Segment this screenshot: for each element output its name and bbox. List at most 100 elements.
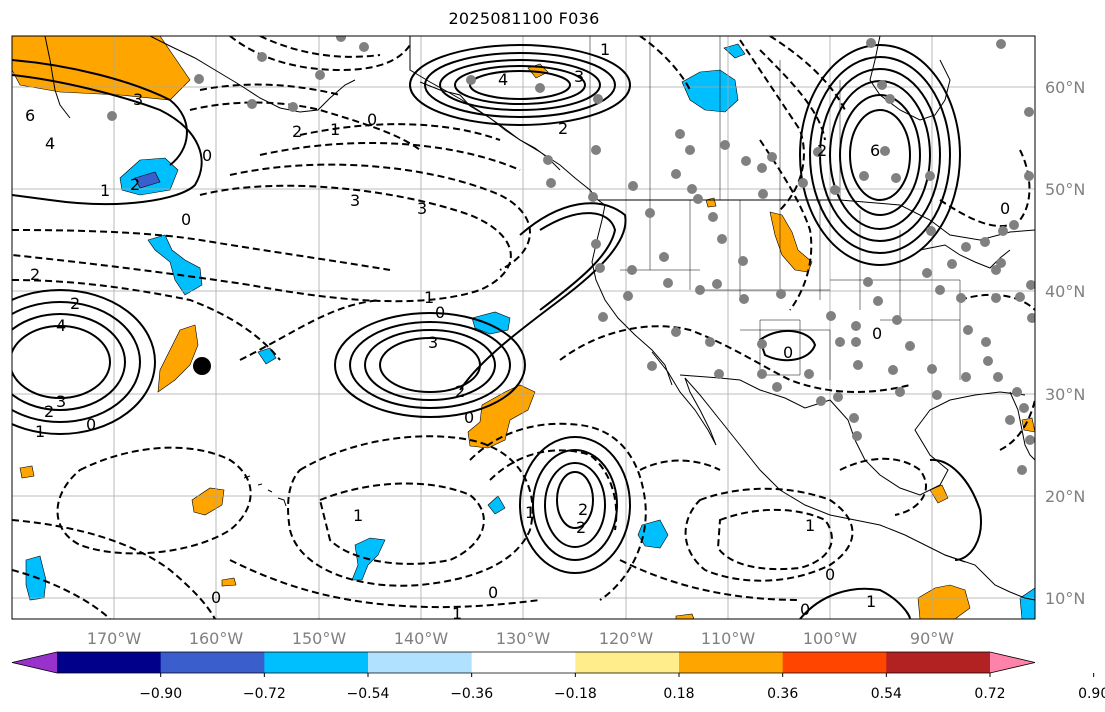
- contours-positive: [12, 44, 982, 619]
- purple-region-w1: [134, 171, 161, 189]
- contour-label: 0: [872, 324, 882, 343]
- lat-label: 60°N: [1045, 78, 1085, 97]
- contour-label: 2: [578, 500, 588, 519]
- colorbar-label: −0.90: [139, 686, 182, 702]
- contour-label: 4: [498, 70, 508, 89]
- blue-region-central: [471, 311, 511, 335]
- colorbar-label: −0.18: [554, 686, 597, 702]
- colorbar-segment: [57, 652, 162, 673]
- contour-label: 4: [45, 134, 55, 153]
- contours-negative: [12, 36, 1035, 619]
- contour-label: 1: [424, 288, 434, 307]
- blue-region-alaska: [681, 69, 739, 113]
- gulf-coast: [829, 391, 1026, 496]
- contour-label: 1: [805, 516, 815, 535]
- baja-coast: [651, 351, 717, 446]
- graticule: [12, 36, 1035, 619]
- map-title: 2025081100 F036: [448, 9, 600, 28]
- contour-label: 2: [44, 402, 54, 421]
- colorbar-label: 0.36: [767, 686, 798, 702]
- contour-label: 2: [576, 518, 586, 537]
- contour-label: 2: [70, 294, 80, 313]
- lat-label: 10°N: [1045, 589, 1085, 608]
- colorbar-segment: [782, 652, 887, 673]
- contour-label: 2: [130, 175, 140, 194]
- colorbar-segment: [575, 652, 680, 673]
- contour-label: 1: [100, 181, 110, 200]
- contour-label: 6: [25, 106, 35, 125]
- colorbar-segment: [886, 652, 991, 673]
- contour-label: 2: [292, 122, 302, 141]
- orange-region-small-mx: [705, 197, 717, 208]
- contour-label: 3: [417, 199, 427, 218]
- colorbar-extend-low: [12, 652, 57, 673]
- blue-region-w2: [147, 234, 203, 296]
- shaded-anomaly-regions: [12, 36, 1035, 619]
- colorbar-segment: [264, 652, 369, 673]
- lat-label: 40°N: [1045, 282, 1085, 301]
- contour-label: 1: [452, 604, 462, 623]
- blue-region-w4: [257, 347, 277, 365]
- contour-label: 0: [488, 583, 498, 602]
- lon-label: 110°W: [701, 629, 756, 648]
- map-frame: [11, 35, 1036, 620]
- canada-lines: [589, 36, 841, 200]
- map-panel: 6 4 1 0 2 3 4 3 2 1 0 2 3 1 0 3 2 2 0 4 …: [12, 36, 1035, 623]
- colorbar-segment: [679, 652, 784, 673]
- contour-label: 2: [817, 141, 827, 160]
- colorbar-extend-high: [990, 652, 1035, 673]
- storm-marker: [193, 357, 211, 375]
- central-america: [944, 554, 1035, 601]
- contour-label: 0: [211, 588, 221, 607]
- lon-label: 140°W: [394, 629, 449, 648]
- mexico-west-coast: [684, 377, 966, 563]
- contour-label: 3: [574, 67, 584, 86]
- orange-region-sw1: [19, 465, 35, 479]
- west-coast-us: [591, 204, 673, 386]
- orange-region-gulf: [917, 584, 971, 619]
- contour-label: 2: [30, 265, 40, 284]
- florida: [1009, 391, 1035, 461]
- colorbar-label: 0.90: [1078, 686, 1105, 702]
- colorbar-segment: [160, 652, 265, 673]
- lon-label: 100°W: [803, 629, 858, 648]
- contour-label: 1: [866, 592, 876, 611]
- contour-label: 1: [330, 120, 340, 139]
- contour-label: 3: [56, 392, 66, 411]
- contour-label: 1: [353, 506, 363, 525]
- colorbar: −0.90 −0.72 −0.54 −0.36 −0.18 0.18 0.36 0.54 0.7…: [11, 651, 1105, 702]
- orange-region-plains: [769, 211, 813, 273]
- contour-label: 3: [133, 90, 143, 109]
- contour-label: 0: [825, 565, 835, 584]
- colorbar-outline: [11, 651, 1036, 674]
- contour-label: 0: [181, 210, 191, 229]
- lon-label: 150°W: [292, 629, 347, 648]
- contour-label: 0: [86, 415, 96, 434]
- colorbar-segment: [471, 652, 576, 673]
- contour-label: 3: [428, 333, 438, 352]
- orange-region-w3: [157, 324, 199, 393]
- lat-label: 20°N: [1045, 487, 1085, 506]
- longitude-labels: 170°W 160°W 150°W 140°W 130°W 120°W 110°…: [87, 629, 954, 648]
- blue-region-central-s: [487, 495, 506, 515]
- colorbar-labels: −0.90 −0.72 −0.54 −0.36 −0.18 0.18 0.36 0.54 0.7…: [139, 673, 1105, 702]
- contour-label: 0: [202, 146, 212, 165]
- alaska-coast: [409, 36, 606, 206]
- orange-region-yucatan: [929, 484, 949, 504]
- colorbar-label: −0.54: [347, 686, 390, 702]
- colorbar-label: 0.18: [663, 686, 694, 702]
- lon-label: 90°W: [910, 629, 954, 648]
- colorbar-segment: [368, 652, 473, 673]
- blue-region-alaska2: [723, 43, 746, 59]
- contour-label: 0: [1000, 199, 1010, 218]
- blue-region-caribbean: [1019, 587, 1035, 619]
- orange-region-sw4: [221, 577, 237, 587]
- contour-label: 1: [600, 40, 610, 59]
- colorbar-label: 0.72: [974, 686, 1005, 702]
- lon-label: 160°W: [189, 629, 244, 648]
- contour-label: 0: [435, 303, 445, 322]
- contour-label: 1: [35, 422, 45, 441]
- contour-label: 0: [800, 600, 810, 619]
- contour-label: 3: [350, 191, 360, 210]
